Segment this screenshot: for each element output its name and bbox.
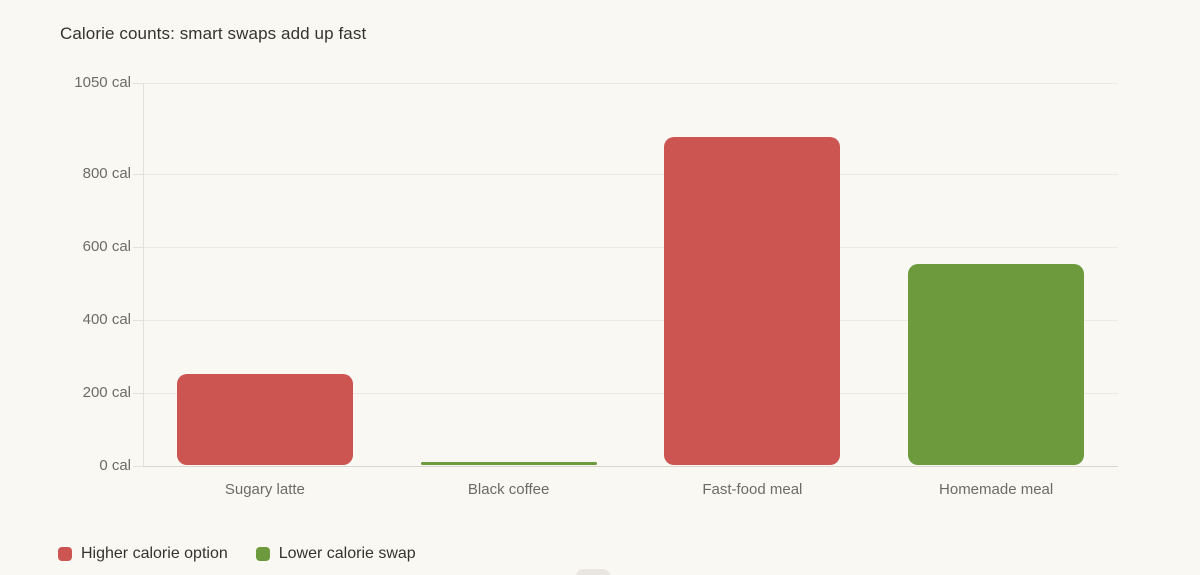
gridline-800 — [143, 173, 1118, 175]
gridline-600 — [143, 246, 1118, 248]
y-axis-line — [142, 83, 144, 466]
bar-black-coffee — [420, 462, 597, 465]
x-tick-label-4: Homemade meal — [939, 481, 1054, 498]
bar-fast-food-meal — [664, 136, 841, 465]
y-tick-label-0: 0 cal — [99, 457, 131, 474]
legend-item-higher-calorie-option[interactable]: Higher calorie option — [58, 545, 228, 563]
bottom-edge-peek-element — [576, 569, 610, 575]
legend-label-higher: Higher calorie option — [81, 545, 228, 562]
chart-legend: Higher calorie option Lower calorie swap — [58, 545, 416, 563]
legend-label-lower: Lower calorie swap — [278, 545, 416, 562]
y-tick-label-600: 600 cal — [82, 238, 131, 256]
x-tick-label-2: Black coffee — [467, 481, 550, 498]
y-tick-label-400: 400 cal — [82, 311, 131, 329]
gridline-200 — [143, 392, 1118, 394]
gridline-0 — [143, 465, 1118, 467]
gridline-400 — [143, 319, 1118, 321]
legend-swatch-red-icon — [58, 547, 72, 561]
y-tick-label-200: 200 cal — [82, 384, 131, 402]
y-tick-label-1050: 1050 cal — [74, 74, 131, 91]
bar-sugary-latte — [176, 373, 353, 465]
x-tick-label-1: Sugary latte — [224, 481, 305, 498]
y-tick-200 — [133, 392, 143, 394]
legend-swatch-green-icon — [255, 547, 270, 561]
y-tick-1050 — [133, 82, 143, 84]
y-tick-800 — [133, 173, 143, 175]
gridline-1050 — [143, 82, 1118, 84]
y-tick-600 — [133, 246, 143, 248]
y-tick-label-800: 800 cal — [82, 165, 131, 183]
bar-homemade-meal — [908, 264, 1085, 465]
y-tick-0 — [133, 465, 143, 467]
chart-title: Calorie counts: smart swaps add up fast — [60, 24, 367, 43]
y-tick-400 — [133, 319, 143, 321]
x-tick-label-3: Fast-food meal — [702, 481, 803, 498]
legend-item-lower-calorie-swap[interactable]: Lower calorie swap — [255, 545, 416, 563]
